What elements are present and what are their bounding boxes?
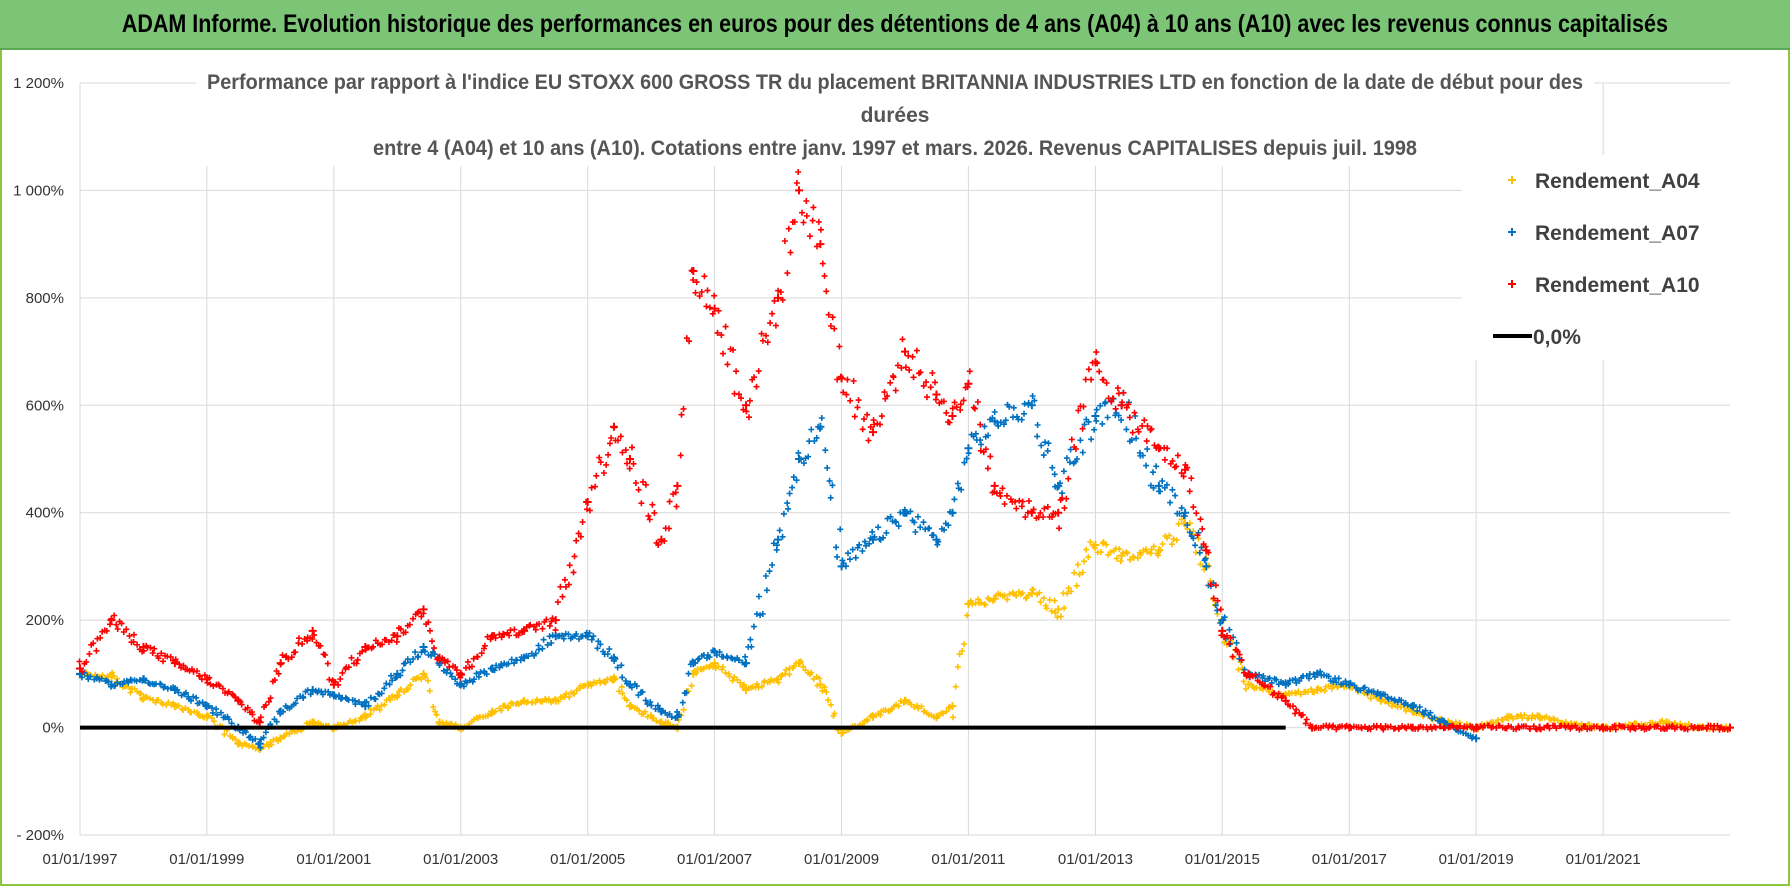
- legend-label: 0,0%: [1533, 326, 1581, 349]
- chart-title-line: entre 4 (A04) et 10 ans (A10). Cotations…: [373, 137, 1417, 160]
- x-tick-label: 01/01/1999: [169, 851, 244, 868]
- y-tick-label: - 200%: [16, 827, 64, 844]
- y-tick-label: 200%: [26, 612, 64, 629]
- x-tick-label: 01/01/2011: [931, 851, 1005, 868]
- data-point: [901, 347, 909, 356]
- data-point: [990, 481, 999, 490]
- chart-title-line: Performance par rapport à l'indice EU ST…: [207, 71, 1583, 94]
- y-tick-label: 0%: [42, 720, 64, 737]
- legend: Rendement_A04 Rendement_A07 Rendement_A10 0…: [1462, 155, 1730, 360]
- legend-item: Rendement_A04: [1508, 170, 1700, 193]
- y-tick-label: 800%: [26, 290, 64, 307]
- chart-title-line: durées: [861, 104, 930, 127]
- x-tick-label: 01/01/2021: [1566, 851, 1641, 868]
- data-point: [773, 293, 782, 302]
- data-point: [948, 412, 957, 421]
- series-rendement-a04: [76, 513, 1734, 754]
- legend-swatch: [1508, 176, 1516, 184]
- legend-item: 0,0%: [1493, 326, 1581, 349]
- y-tick-label: 600%: [26, 397, 64, 414]
- x-tick-label: 01/01/2017: [1312, 851, 1387, 868]
- legend-label: Rendement_A04: [1535, 170, 1700, 193]
- data-point-cloud: [76, 389, 1476, 751]
- data-point: [1091, 412, 1100, 421]
- data-point-cloud: [77, 513, 1731, 752]
- data-point: [625, 455, 634, 463]
- y-tick-label: 1 200%: [13, 75, 64, 92]
- x-tick-label: 01/01/2019: [1439, 851, 1514, 868]
- x-tick-label: 01/01/2009: [804, 851, 879, 868]
- x-tick-label: 01/01/2005: [550, 851, 625, 868]
- data-point-cloud: [76, 169, 1731, 733]
- chart-title: Performance par rapport à l'indice EU ST…: [196, 62, 1594, 166]
- legend-label: Rendement_A10: [1535, 274, 1700, 297]
- x-axis-ticks: 01/01/1997 01/01/1999 01/01/2001 01/01/2003…: [42, 851, 1640, 868]
- legend-label: Rendement_A07: [1535, 222, 1700, 245]
- x-tick-label: 01/01/2003: [423, 851, 498, 868]
- y-tick-label: 400%: [26, 505, 64, 522]
- x-tick-label: 01/01/2001: [296, 851, 371, 868]
- report-banner: ADAM Informe. Evolution historique des p…: [0, 0, 1790, 50]
- series-rendement-a07: [76, 389, 1481, 751]
- legend-swatch: [1508, 228, 1516, 236]
- y-tick-label: 1 000%: [13, 182, 64, 199]
- data-point: [869, 428, 878, 437]
- data-point: [742, 401, 751, 410]
- data-point: [308, 626, 317, 635]
- data-point: [773, 535, 782, 544]
- x-tick-label: 01/01/2013: [1058, 851, 1133, 868]
- data-point: [795, 186, 804, 195]
- chart-title-background: [196, 62, 1594, 166]
- data-point: [673, 481, 682, 490]
- x-tick-label: 01/01/2007: [677, 851, 752, 868]
- legend-item: Rendement_A10: [1508, 274, 1700, 297]
- legend-swatch: [1508, 280, 1516, 288]
- data-point: [710, 304, 719, 313]
- report-banner-title: ADAM Informe. Evolution historique des p…: [121, 9, 1669, 38]
- x-tick-label: 01/01/1997: [42, 851, 117, 868]
- data-point: [1218, 626, 1227, 635]
- legend-item: Rendement_A07: [1508, 222, 1700, 245]
- y-axis-ticks: - 200% 0% 200% 400% 600% 800% 1 000% 1 200%: [13, 75, 64, 844]
- series-rendement-a10: [76, 169, 1734, 733]
- x-tick-label: 01/01/2015: [1185, 851, 1260, 868]
- data-point: [1202, 562, 1211, 571]
- legend-background: [1462, 155, 1730, 360]
